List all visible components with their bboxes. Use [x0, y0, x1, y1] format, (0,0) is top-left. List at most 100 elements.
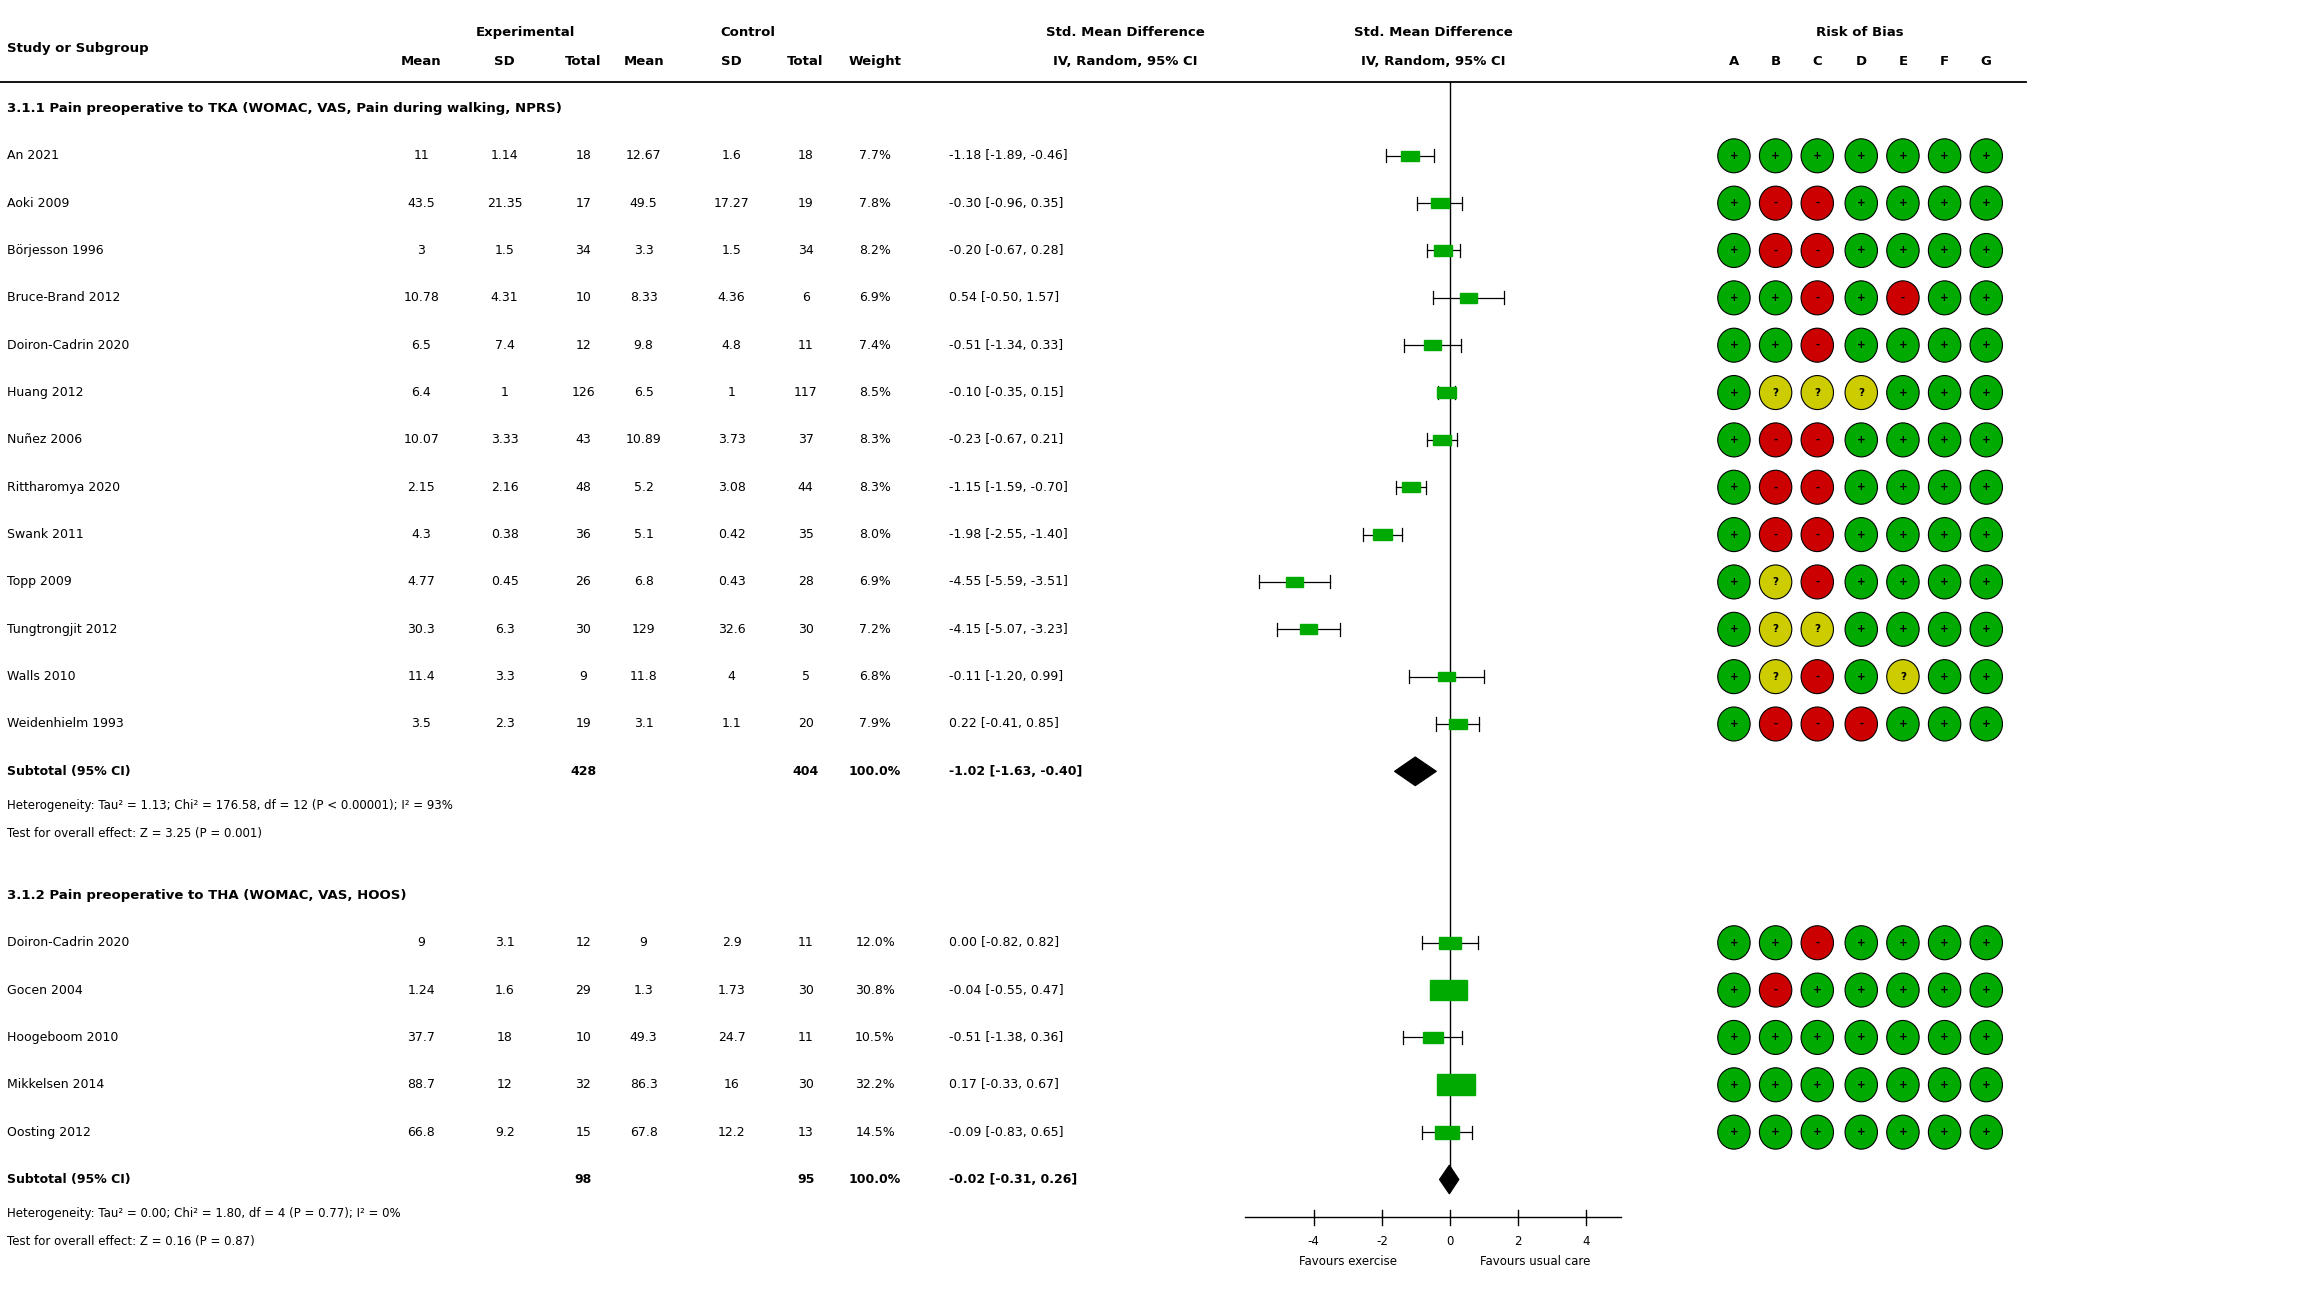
Text: -: - — [1815, 671, 1820, 681]
Text: 2.9: 2.9 — [722, 937, 741, 950]
Text: 0.42: 0.42 — [718, 528, 745, 542]
Text: +: + — [1857, 985, 1866, 995]
Text: 10: 10 — [576, 1031, 590, 1044]
Text: 88.7: 88.7 — [407, 1078, 435, 1091]
Text: +: + — [1898, 1032, 1908, 1042]
Text: +: + — [1729, 293, 1739, 303]
Ellipse shape — [1718, 281, 1750, 315]
Text: 1: 1 — [727, 386, 736, 399]
Text: Topp 2009: Topp 2009 — [7, 576, 72, 589]
Ellipse shape — [1718, 422, 1750, 456]
Ellipse shape — [1970, 139, 2002, 173]
Text: +: + — [1729, 1032, 1739, 1042]
Ellipse shape — [1718, 1020, 1750, 1054]
Text: ?: ? — [1773, 624, 1778, 634]
Text: 100.0%: 100.0% — [850, 765, 901, 778]
Text: 6.5: 6.5 — [412, 339, 431, 352]
Text: +: + — [1898, 246, 1908, 255]
Text: 26: 26 — [576, 576, 590, 589]
Ellipse shape — [1801, 565, 1833, 599]
Text: 24.7: 24.7 — [718, 1031, 745, 1044]
Text: 17: 17 — [576, 196, 590, 209]
Text: 6.8: 6.8 — [634, 576, 653, 589]
Text: 7.8%: 7.8% — [859, 196, 891, 209]
Text: +: + — [1898, 1127, 1908, 1137]
Text: 1.5: 1.5 — [495, 245, 514, 256]
Text: -: - — [1815, 483, 1820, 492]
Text: +: + — [1940, 246, 1949, 255]
Text: 86.3: 86.3 — [630, 1078, 657, 1091]
Ellipse shape — [1970, 659, 2002, 693]
Text: 49.3: 49.3 — [630, 1031, 657, 1044]
Text: 0.54 [-0.50, 1.57]: 0.54 [-0.50, 1.57] — [949, 292, 1060, 305]
Ellipse shape — [1759, 186, 1792, 220]
Text: 2: 2 — [1514, 1235, 1521, 1248]
Text: -: - — [1773, 434, 1778, 445]
Ellipse shape — [1759, 518, 1792, 552]
Text: 4: 4 — [1583, 1235, 1590, 1248]
Text: 4.8: 4.8 — [722, 339, 741, 352]
Text: 10.5%: 10.5% — [854, 1031, 896, 1044]
Ellipse shape — [1845, 659, 1877, 693]
Ellipse shape — [1928, 375, 1961, 409]
Ellipse shape — [1718, 659, 1750, 693]
Text: +: + — [1940, 624, 1949, 634]
Text: -0.09 [-0.83, 0.65]: -0.09 [-0.83, 0.65] — [949, 1126, 1063, 1139]
Text: Bruce-Brand 2012: Bruce-Brand 2012 — [7, 292, 120, 305]
Ellipse shape — [1801, 234, 1833, 268]
Ellipse shape — [1970, 518, 2002, 552]
Text: 3.73: 3.73 — [718, 433, 745, 446]
Text: 7.4%: 7.4% — [859, 339, 891, 352]
Text: -0.51 [-1.34, 0.33]: -0.51 [-1.34, 0.33] — [949, 339, 1063, 352]
Text: 48: 48 — [576, 481, 590, 493]
Text: +: + — [1898, 719, 1908, 729]
Text: 32.6: 32.6 — [718, 623, 745, 636]
Text: 0.22 [-0.41, 0.85]: 0.22 [-0.41, 0.85] — [949, 718, 1058, 730]
Ellipse shape — [1928, 612, 1961, 646]
Bar — [1438, 1074, 1475, 1095]
Text: 11: 11 — [799, 339, 813, 352]
Text: 30.3: 30.3 — [407, 623, 435, 636]
Ellipse shape — [1845, 973, 1877, 1007]
Text: 8.3%: 8.3% — [859, 433, 891, 446]
Text: Mean: Mean — [400, 55, 442, 68]
Text: +: + — [1940, 434, 1949, 445]
Bar — [1373, 530, 1391, 540]
Ellipse shape — [1759, 328, 1792, 362]
Bar — [1299, 624, 1317, 634]
Text: -1.98 [-2.55, -1.40]: -1.98 [-2.55, -1.40] — [949, 528, 1067, 542]
Text: +: + — [1729, 198, 1739, 208]
Text: Aoki 2009: Aoki 2009 — [7, 196, 69, 209]
Ellipse shape — [1887, 565, 1919, 599]
Bar — [1401, 150, 1419, 161]
Text: +: + — [1982, 577, 1991, 587]
Ellipse shape — [1759, 471, 1792, 505]
Text: 0.38: 0.38 — [491, 528, 519, 542]
Text: 1: 1 — [500, 386, 509, 399]
Ellipse shape — [1845, 708, 1877, 742]
Text: 129: 129 — [632, 623, 655, 636]
Text: 13: 13 — [799, 1126, 813, 1139]
Text: Tungtrongjit 2012: Tungtrongjit 2012 — [7, 623, 118, 636]
Ellipse shape — [1759, 375, 1792, 409]
Ellipse shape — [1759, 1116, 1792, 1150]
Text: +: + — [1771, 938, 1780, 948]
Text: -0.04 [-0.55, 0.47]: -0.04 [-0.55, 0.47] — [949, 984, 1065, 997]
Text: SD: SD — [722, 55, 741, 68]
Bar — [1461, 293, 1477, 302]
Text: 14.5%: 14.5% — [854, 1126, 896, 1139]
Text: 21.35: 21.35 — [486, 196, 523, 209]
Text: B: B — [1771, 55, 1780, 68]
Ellipse shape — [1845, 139, 1877, 173]
Text: Total: Total — [565, 55, 602, 68]
Ellipse shape — [1928, 186, 1961, 220]
Ellipse shape — [1801, 139, 1833, 173]
Text: +: + — [1857, 340, 1866, 351]
Text: +: + — [1982, 530, 1991, 540]
Text: +: + — [1940, 340, 1949, 351]
Bar — [1449, 719, 1465, 729]
Text: +: + — [1771, 340, 1780, 351]
Ellipse shape — [1759, 612, 1792, 646]
Ellipse shape — [1845, 926, 1877, 960]
Text: 9: 9 — [417, 937, 426, 950]
